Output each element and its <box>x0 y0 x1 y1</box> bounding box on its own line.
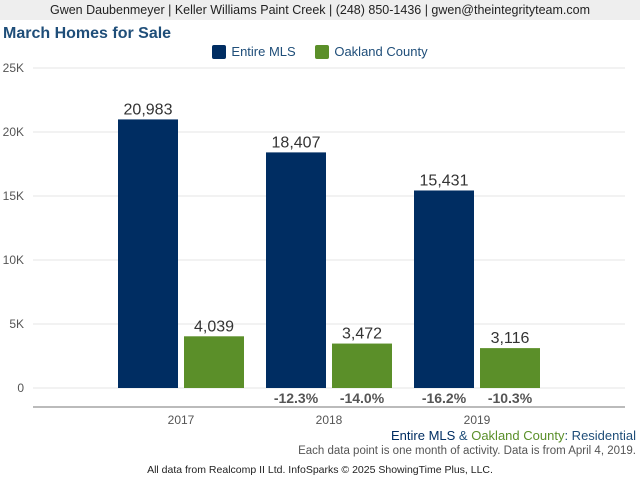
percent-change-label: -14.0% <box>340 390 385 406</box>
legend-item-entire-mls[interactable]: Entire MLS <box>212 44 296 59</box>
caption-series-b: Oakland County <box>471 428 565 443</box>
bar-value-label: 20,983 <box>124 101 173 118</box>
agent-banner: Gwen Daubenmeyer | Keller Williams Paint… <box>0 0 640 20</box>
x-tick-label: 2018 <box>316 413 343 427</box>
legend-swatch-entire-mls <box>212 44 227 59</box>
series-caption: Entire MLS & Oakland County: Residential <box>391 428 636 443</box>
bar-value-label: 4,039 <box>194 318 234 335</box>
y-tick-label: 0 <box>17 381 24 395</box>
legend-swatch-oakland-county <box>315 44 330 59</box>
percent-change-label: -10.3% <box>488 390 533 406</box>
y-tick-label: 20K <box>3 125 24 139</box>
bar-value-label: 3,472 <box>342 326 382 343</box>
data-credit: All data from Realcomp II Ltd. InfoSpark… <box>147 464 493 476</box>
chart-legend: Entire MLS Oakland County <box>0 44 640 62</box>
bar-value-label: 15,431 <box>420 172 469 189</box>
data-note: Each data point is one month of activity… <box>298 445 636 457</box>
legend-item-oakland-county[interactable]: Oakland County <box>315 44 428 59</box>
caption-series-a: Entire MLS <box>391 428 456 443</box>
percent-change-label: -12.3% <box>274 390 319 406</box>
x-tick-label: 2017 <box>168 413 195 427</box>
bar-value-label: 18,407 <box>272 134 321 151</box>
legend-label-oakland-county: Oakland County <box>334 44 428 59</box>
caption-property-type: : Residential <box>564 428 636 443</box>
y-tick-label: 25K <box>3 61 24 75</box>
legend-label-entire-mls: Entire MLS <box>231 44 296 59</box>
y-tick-label: 5K <box>9 317 24 331</box>
bar <box>332 343 392 388</box>
percent-change-label: -16.2% <box>422 390 467 406</box>
bar <box>414 190 474 388</box>
bar <box>480 348 540 388</box>
y-tick-label: 15K <box>3 189 24 203</box>
x-tick-label: 2019 <box>464 413 491 427</box>
caption-ampersand: & <box>455 428 472 443</box>
bar-value-label: 3,116 <box>491 330 530 347</box>
chart-title: March Homes for Sale <box>3 25 172 42</box>
bar <box>184 336 244 388</box>
bar <box>118 119 178 388</box>
y-tick-label: 10K <box>3 253 24 267</box>
bar <box>266 152 326 388</box>
